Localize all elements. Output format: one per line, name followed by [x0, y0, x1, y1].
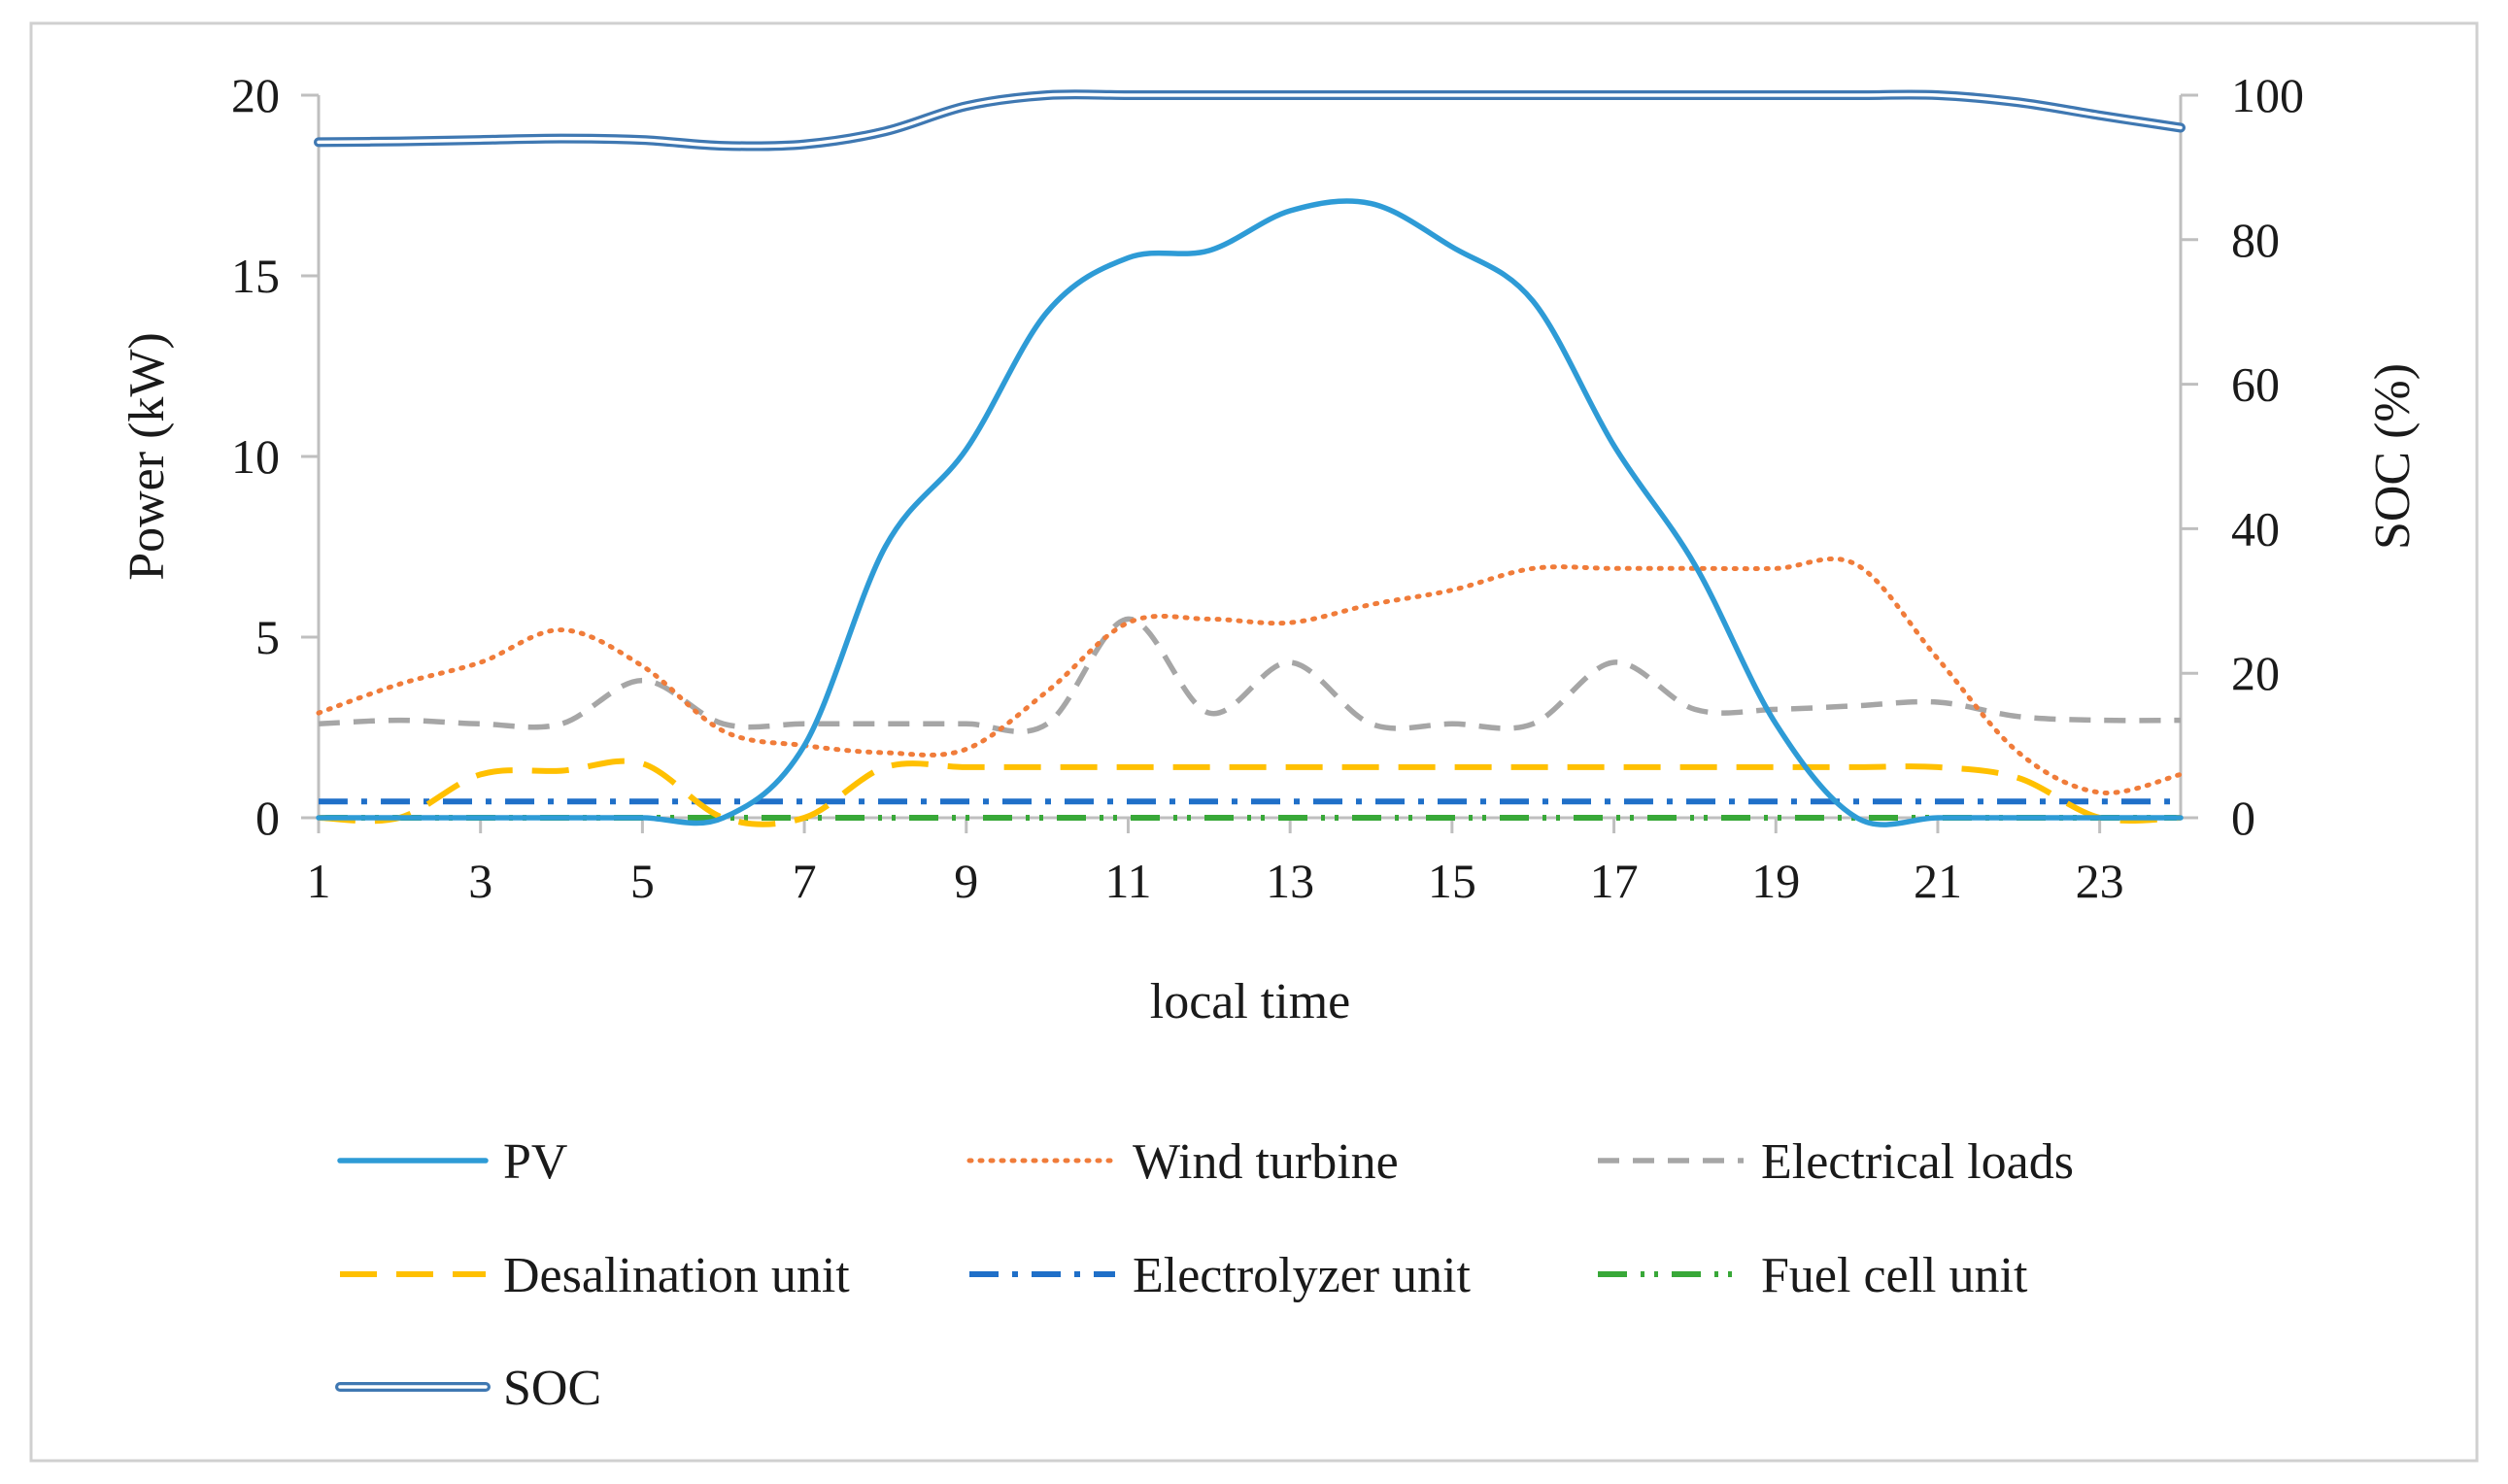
y2-tick-label: 100 — [2231, 68, 2304, 122]
legend-item-fuel-cell-unit: Fuel cell unit — [1598, 1248, 2028, 1303]
series-layer — [314, 89, 2186, 827]
y-axis-title: Power (kW) — [119, 332, 175, 581]
legend-label: PV — [503, 1134, 567, 1190]
x-axis-title: local time — [1150, 974, 1350, 1029]
x-tick-label: 13 — [1266, 854, 1314, 908]
x-tick-label: 7 — [793, 854, 817, 908]
y2-tick-label: 20 — [2231, 646, 2280, 700]
series-wind-turbine-line — [316, 556, 2184, 795]
y-tick-label: 15 — [231, 249, 280, 303]
legend-item-electrolyzer-unit: Electrolyzer unit — [969, 1248, 1472, 1303]
series-pv-line — [316, 198, 2184, 827]
y-tick-label: 10 — [231, 429, 280, 484]
legend-item-electrical-loads: Electrical loads — [1598, 1134, 2074, 1190]
legend-item-desalination-unit: Desalination unit — [340, 1248, 850, 1303]
chart-frame — [29, 21, 2479, 1463]
right-axis-ticks: 0 20 40 60 80 100 — [2181, 68, 2304, 845]
y-tick-label: 20 — [231, 68, 280, 122]
legend-item-soc: SOC — [335, 1361, 601, 1416]
legend-item-wind-turbine: Wind turbine — [966, 1134, 1399, 1190]
legend-label: Fuel cell unit — [1761, 1248, 2028, 1303]
legend: PV Wind turbine Electrical loads Desalinati… — [335, 1134, 2074, 1416]
x-tick-label: 17 — [1590, 854, 1639, 908]
x-tick-label: 19 — [1751, 854, 1800, 908]
x-tick-label: 3 — [468, 854, 492, 908]
legend-label: Wind turbine — [1133, 1134, 1399, 1190]
legend-label: Electrolyzer unit — [1133, 1248, 1472, 1303]
series-soc-line-inner — [317, 92, 2183, 149]
y2-tick-label: 80 — [2231, 213, 2280, 267]
y2-tick-label: 40 — [2231, 501, 2280, 556]
y2-tick-label: 0 — [2231, 791, 2255, 845]
y2-tick-label: 60 — [2231, 357, 2280, 412]
x-tick-label: 5 — [630, 854, 655, 908]
x-tick-label: 23 — [2076, 854, 2124, 908]
x-tick-label: 11 — [1104, 854, 1151, 908]
y-tick-label: 5 — [255, 610, 280, 664]
x-tick-label: 15 — [1428, 854, 1476, 908]
legend-label: SOC — [503, 1361, 601, 1416]
left-axis-ticks: 0 5 10 15 20 — [231, 68, 319, 845]
y-tick-label: 0 — [255, 791, 280, 845]
y2-axis-title: SOC (%) — [2365, 363, 2421, 550]
legend-label: Electrical loads — [1761, 1134, 2074, 1190]
x-axis-ticks: 1 3 5 7 9 11 13 15 17 19 21 23 — [307, 818, 2124, 908]
series-desalination-unit-line — [318, 758, 2182, 827]
x-tick-label: 9 — [954, 854, 978, 908]
legend-label: Desalination unit — [503, 1248, 850, 1303]
x-tick-label: 1 — [307, 854, 331, 908]
legend-item-pv: PV — [337, 1134, 567, 1190]
x-tick-label: 21 — [1914, 854, 1962, 908]
